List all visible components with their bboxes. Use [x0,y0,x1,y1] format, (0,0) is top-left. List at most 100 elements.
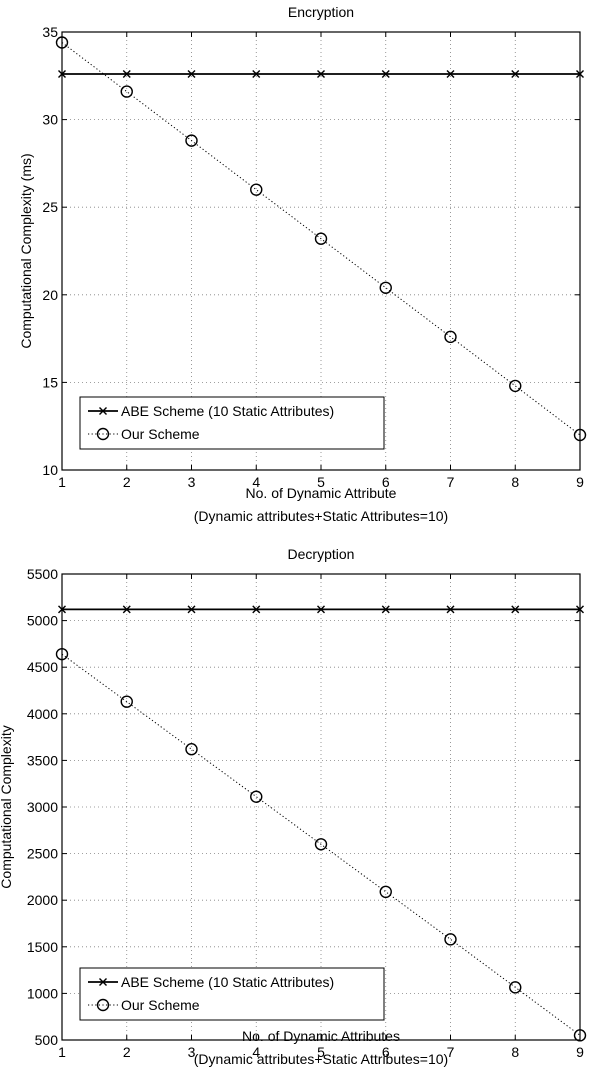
decryption-abe-point [446,605,455,614]
encryption-xtick-label: 6 [382,474,390,490]
decryption-xtick-label: 7 [447,1044,455,1060]
decryption-abe-point-stroke [511,605,520,614]
decryption-ours-point [55,647,69,661]
decryption-legend-marker-o [96,998,110,1012]
encryption-ours-point [250,183,263,196]
encryption-xtick-label: 4 [252,474,260,490]
encryption-abe-point [381,70,390,79]
decryption-abe-point [58,605,66,614]
encryption-ours-point [55,36,69,49]
encryption-legend-box [79,396,385,450]
encryption-abe-point [58,70,66,79]
decryption-ours-point [314,838,328,851]
decryption-abe-point-stroke [252,605,261,614]
encryption-ytick-label: 30 [42,112,58,128]
encryption-ours-point [185,134,198,147]
decryption-ytick-label: 4000 [27,706,58,722]
decryption-ytick-label: 5500 [27,566,58,582]
encryption-abe-point [446,70,455,79]
encryption-abe-point-stroke [252,70,261,79]
encryption-xlabel-note: (Dynamic attributes+Static Attributes=10… [194,508,448,524]
decryption-abe-point-stroke [446,605,455,614]
decryption-xlabel-note: (Dynamic attributes+Static Attributes=10… [194,1051,448,1067]
decryption-ytick-label: 1000 [27,985,58,1001]
decryption-legend-box [79,967,385,1021]
encryption-ytick-label: 35 [42,24,58,40]
encryption-abe-point-stroke [58,70,66,79]
decryption-ytick-label: 5000 [27,613,58,629]
encryption-abe-point-stroke [122,70,131,79]
decryption-ytick-label: 2000 [27,892,58,908]
decryption-abe-point [317,605,325,614]
encryption-ytick-label: 15 [42,374,58,390]
encryption-xtick-label: 7 [447,474,455,490]
encryption-ours-point [573,428,587,442]
decryption-ytick-label: 3000 [27,799,58,815]
encryption-ours-point [509,379,522,393]
decryption-xlabel: No. of Dynamic Attributes [242,1028,400,1044]
decryption-xtick-label: 4 [252,1044,260,1060]
encryption-series-ours-line [61,42,581,436]
decryption-abe-point-stroke [58,605,66,614]
decryption-abe-point-stroke [187,605,196,614]
decryption-ytick-label: 3500 [27,752,58,768]
encryption-abe-point [187,70,196,79]
decryption-ytick-label: 1500 [27,939,58,955]
decryption-xtick-label: 5 [317,1044,325,1060]
decryption-xtick-label: 2 [123,1044,131,1060]
encryption-abe-point [511,70,520,79]
decryption-abe-point-stroke [122,605,131,614]
encryption-xtick-label: 5 [317,474,325,490]
encryption-xtick-label: 1 [58,474,66,490]
encryption-abe-point [252,70,261,79]
decryption-ours-point [509,981,522,994]
decryption-abe-point-stroke [576,605,584,614]
encryption-abe-point-stroke [317,70,325,79]
decryption-abe-point [252,605,261,614]
decryption-ours-point [444,933,457,946]
decryption-series-ours-line [61,653,581,1036]
encryption-abe-point-stroke [187,70,196,79]
decryption-ylabel: Computational Complexity [0,725,14,888]
encryption-xtick-label: 9 [576,474,584,490]
decryption-ours-point [379,885,392,899]
encryption-ytick-label: 10 [42,462,58,478]
decryption-xtick-label: 6 [382,1044,390,1060]
decryption-abe-point [122,605,131,614]
decryption-ours-point [120,695,133,708]
encryption-ours-point [314,232,328,245]
decryption-ours-point [250,790,263,803]
encryption-xtick-label: 3 [188,474,196,490]
encryption-ytick-label: 20 [42,287,58,303]
decryption-ytick-label: 2500 [27,846,58,862]
decryption-legend-label: ABE Scheme (10 Static Attributes) [121,974,334,990]
encryption-legend-label: ABE Scheme (10 Static Attributes) [121,403,334,419]
decryption-xtick-label: 3 [188,1044,196,1060]
encryption-abe-point-stroke [576,70,584,79]
encryption-title: Encryption [288,4,354,20]
encryption-xtick-label: 8 [511,474,519,490]
encryption-ours-point [120,85,133,98]
encryption-ours-point [444,330,457,344]
decryption-ytick-label: 500 [35,1032,59,1048]
decryption-ours-point [573,1029,587,1042]
encryption-ylabel: Computational Complexity (ms) [18,153,34,348]
encryption-legend-marker-x [99,407,107,415]
encryption-abe-point [122,70,131,79]
encryption-ours-point [379,281,392,294]
encryption-ytick-label: 25 [42,199,58,215]
decryption-title: Decryption [288,546,355,562]
decryption-legend-marker-x [99,978,107,986]
encryption-abe-point-stroke [511,70,520,79]
encryption-xtick-label: 2 [123,474,131,490]
decryption-abe-point [381,605,390,614]
decryption-abe-point-stroke [381,605,390,614]
decryption-abe-point [576,605,584,614]
decryption-legend-label: Our Scheme [121,997,200,1013]
decryption-ours-point [185,743,198,756]
encryption-abe-point-stroke [381,70,390,79]
decryption-abe-point [511,605,520,614]
decryption-abe-point [187,605,196,614]
